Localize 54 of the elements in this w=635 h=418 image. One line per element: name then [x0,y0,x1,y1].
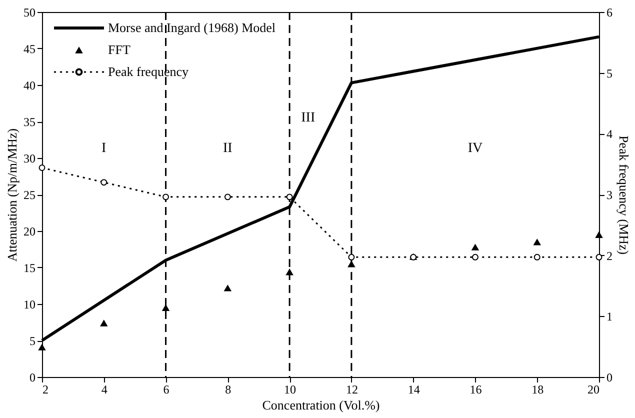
legend-label: Morse and Ingard (1968) Model [108,20,276,35]
legend-label: FFT [108,42,130,57]
x-tick-label: 14 [408,382,420,396]
point [596,254,602,260]
y-tick-label: 15 [24,261,36,275]
x-tick-label: 2 [42,382,48,396]
y-tick-label: 20 [24,224,36,238]
point [533,238,541,246]
y-tick-label: 5 [30,334,36,348]
annotation: III [301,110,316,126]
point [38,344,46,350]
x-tick-label: 12 [346,382,358,396]
annotation: I [102,141,107,156]
point [162,304,170,312]
y2-tick-label: 5 [606,66,612,80]
point [38,164,46,171]
y2-tick-label: 1 [606,310,612,324]
point [472,254,478,260]
y-tick-label: 30 [24,152,36,166]
x-tick-label: 20 [588,382,600,396]
y2-tick-label: 0 [606,370,612,384]
point [100,179,108,186]
y-tick-label: 40 [24,78,36,92]
x-tick-label: 8 [225,382,232,396]
y-tick-label: 25 [24,188,36,202]
point [471,244,480,250]
y-axis-title: Attenuation (Np/m/MHz) [4,128,20,262]
y2-axis-title: Peak frequency (MHz) [616,135,632,255]
annotation: IV [468,141,483,156]
y-tick-label: 10 [24,298,36,312]
point [162,194,170,200]
point [348,254,355,260]
x-tick-label: 16 [470,382,482,396]
x-tick-label: 4 [101,382,108,396]
annotation: II [223,141,233,156]
x-tick-label: 10 [284,382,296,396]
point [286,194,293,200]
x-tick-label: 6 [163,382,170,396]
y2-tick-label: 2 [606,248,612,263]
x-axis-title: Concentration (Vol.%) [262,398,380,412]
y-tick-label: 0 [30,370,36,384]
y2-tick-label: 6 [606,6,612,20]
point [224,284,232,292]
legend-label: Peak frequency [108,64,189,79]
point [595,231,603,238]
point [534,254,540,260]
y-tick-label: 35 [24,115,36,129]
y-tick-label: 50 [24,6,36,20]
x-tick-label: 18 [532,382,544,396]
y2-tick-label: 3 [606,188,612,202]
y-tick-label: 45 [24,42,36,56]
y2-tick-label: 4 [606,127,612,142]
point [224,194,231,200]
point [100,320,108,326]
